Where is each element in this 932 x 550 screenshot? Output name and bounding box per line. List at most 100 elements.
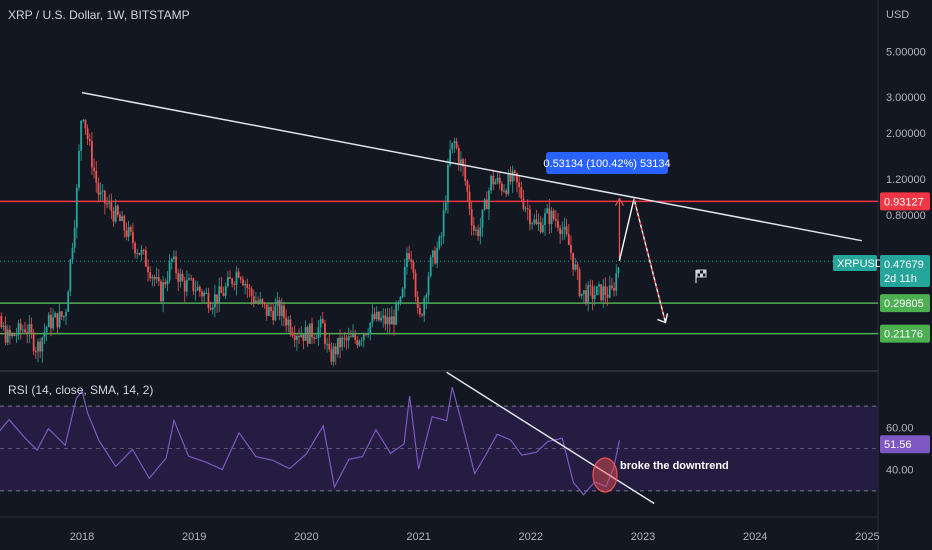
candle-body — [179, 273, 182, 282]
candle-body — [377, 311, 380, 321]
candle-body — [285, 317, 288, 326]
candle-body — [326, 343, 329, 345]
candle-body — [4, 325, 7, 343]
candle-body — [580, 293, 583, 296]
candle-body — [390, 316, 393, 325]
candle-body — [164, 282, 167, 285]
resistance-badge-bg — [880, 192, 930, 211]
price-tick-label: 5.00000 — [886, 46, 926, 58]
candle-body — [354, 334, 357, 340]
time-tick-label: 2024 — [743, 531, 767, 543]
candle-body — [537, 222, 540, 225]
candle-body — [561, 229, 564, 234]
rsi-title: RSI (14, close, SMA, 14, 2) — [8, 383, 154, 397]
candle-body — [567, 234, 570, 246]
measure-label: 0.53134 (100.42%) 53134 — [543, 158, 670, 170]
candle-body — [401, 288, 404, 297]
candle-body — [438, 236, 441, 249]
candle-body — [21, 329, 24, 331]
candle-body — [365, 333, 367, 335]
candle-body — [559, 227, 562, 234]
support-badge-1-text: 0.29805 — [884, 298, 924, 310]
candle-body — [550, 210, 553, 225]
candle-body — [201, 291, 203, 297]
candle-body — [406, 253, 408, 267]
candle-body — [582, 290, 585, 294]
candle-body — [88, 138, 91, 142]
flag-icon — [695, 269, 707, 283]
candle-body — [209, 307, 212, 310]
candle-body — [97, 182, 100, 195]
candle-body — [496, 177, 499, 182]
candles — [0, 119, 620, 367]
candle-body — [455, 141, 458, 148]
chart-title: XRP / U.S. Dollar, 1W, BITSTAMP — [8, 8, 190, 22]
candle-body — [291, 332, 294, 336]
candle-body — [393, 316, 395, 325]
candle-body — [248, 287, 251, 289]
candle-body — [529, 209, 531, 225]
candle-body — [34, 351, 37, 353]
candle-body — [490, 175, 492, 191]
candle-body — [151, 276, 154, 279]
candle-body — [246, 283, 249, 288]
symbol-badge-text: XRPUSD — [837, 258, 883, 270]
candle-body — [360, 339, 363, 341]
candle-body — [101, 190, 104, 192]
candle-body — [449, 149, 452, 166]
candle-body — [287, 319, 290, 326]
candle-body — [332, 346, 335, 362]
candle-body — [328, 343, 331, 350]
candle-body — [369, 322, 372, 334]
candle-body — [427, 276, 430, 296]
rsi-tick-label: 40.00 — [886, 465, 914, 477]
candle-body — [444, 202, 447, 211]
candle-body — [546, 208, 549, 214]
candle-body — [280, 305, 283, 316]
candle-body — [140, 249, 143, 255]
candle-body — [222, 293, 225, 296]
candle-body — [386, 317, 389, 325]
candle-body — [54, 313, 57, 318]
candle-body — [224, 286, 227, 296]
candle-body — [175, 256, 177, 273]
candle-body — [479, 227, 482, 237]
candle-body — [395, 303, 398, 325]
time-tick-label: 2021 — [406, 531, 430, 543]
candle-body — [45, 327, 48, 333]
candle-body — [552, 210, 555, 219]
candle-body — [494, 181, 497, 185]
candle-body — [341, 337, 344, 348]
candle-body — [211, 307, 214, 310]
candle-body — [520, 187, 523, 199]
measure-arrow — [614, 197, 624, 207]
candle-body — [106, 203, 108, 205]
candle-body — [166, 280, 169, 285]
candle-body — [185, 279, 188, 292]
candle-body — [509, 174, 512, 182]
candle-body — [93, 167, 95, 171]
candle-body — [362, 333, 365, 340]
candle-body — [24, 329, 26, 333]
candle-body — [300, 334, 303, 337]
candle-body — [132, 231, 134, 243]
candle-body — [412, 261, 415, 273]
candle-body — [265, 304, 268, 316]
candle-body — [237, 271, 240, 278]
candle-body — [481, 209, 484, 228]
candle-body — [73, 227, 76, 248]
candle-body — [214, 294, 216, 308]
candle-body — [602, 286, 605, 301]
candle-body — [462, 159, 464, 167]
rsi-line — [0, 387, 621, 496]
candle-body — [218, 286, 221, 304]
candle-body — [142, 249, 145, 251]
candle-body — [500, 183, 503, 192]
rsi-annotation: broke the downtrend — [620, 460, 729, 472]
price-tick-label: 3.00000 — [886, 92, 926, 104]
price-trendline — [81, 91, 862, 242]
candle-body — [306, 327, 309, 344]
candle-body — [492, 175, 495, 185]
candle-body — [244, 283, 247, 286]
